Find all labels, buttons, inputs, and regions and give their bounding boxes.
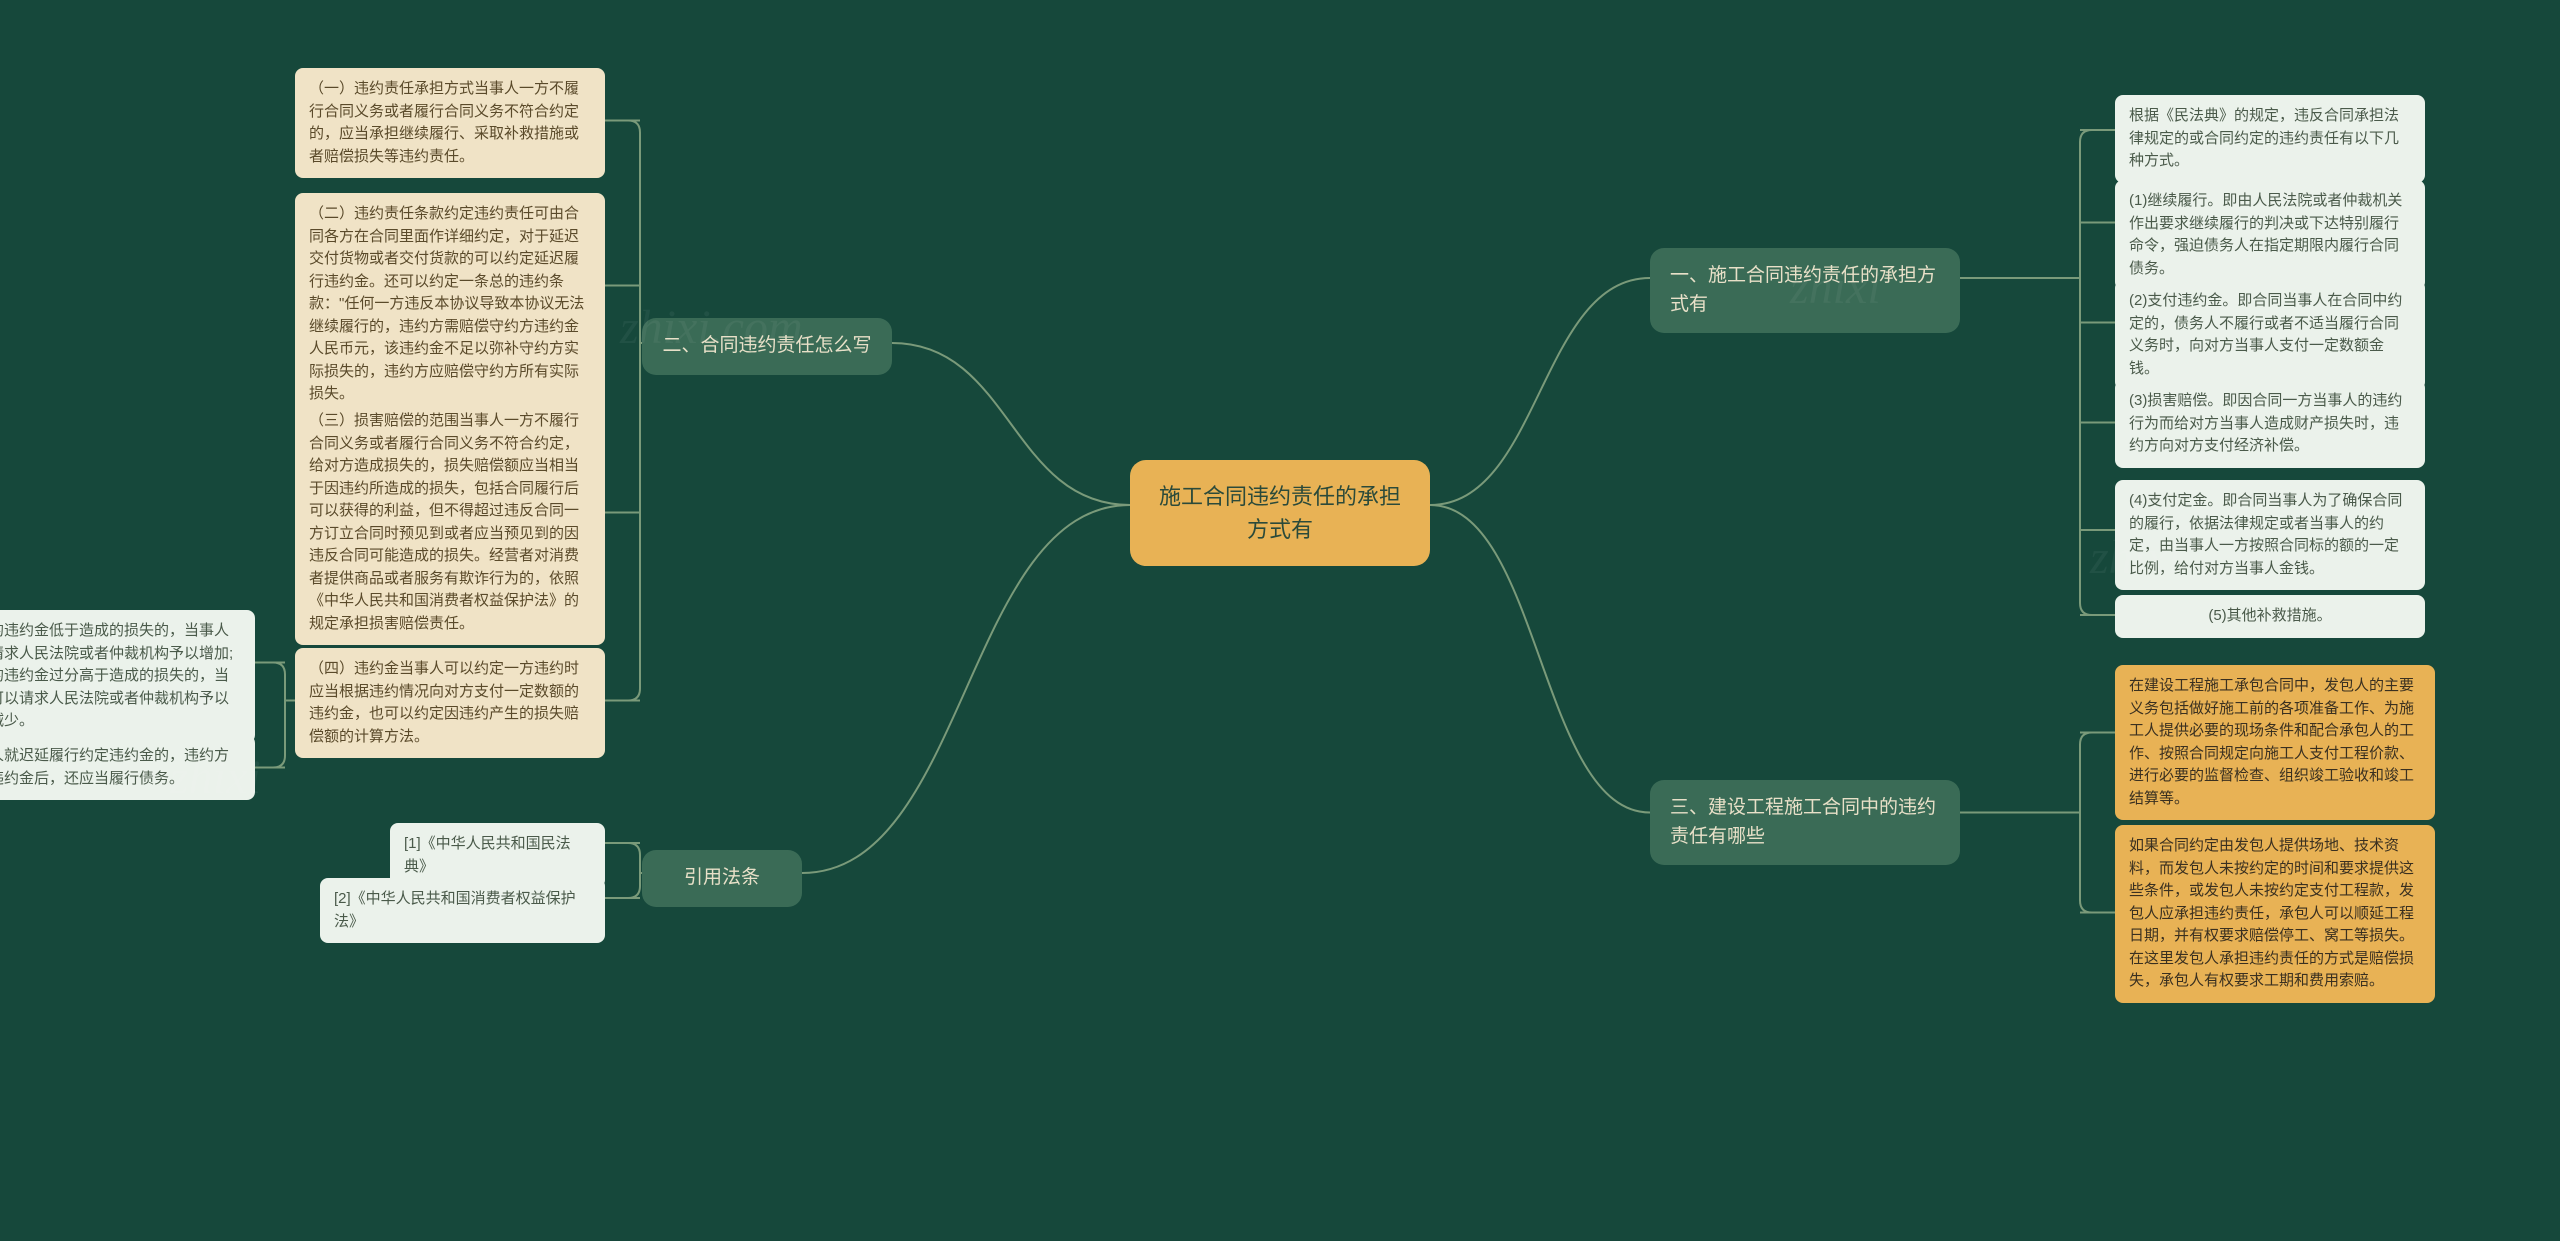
leaf: (4)支付定金。即合同当事人为了确保合同的履行，依据法律规定或者当事人的约定，由…: [2115, 480, 2425, 590]
leaf: （四）违约金当事人可以约定一方违约时应当根据违约情况向对方支付一定数额的违约金，…: [295, 648, 605, 758]
leaf: （一）违约责任承担方式当事人一方不履行合同义务或者履行合同义务不符合约定的，应当…: [295, 68, 605, 178]
branch-b1: 一、施工合同违约责任的承担方式有: [1650, 248, 1960, 333]
leaf: （二）违约责任条款约定违约责任可由合同各方在合同里面作详细约定，对于延迟交付货物…: [295, 193, 605, 416]
branch-b2: 二、合同违约责任怎么写: [642, 318, 892, 375]
leaf: 如果合同约定由发包人提供场地、技术资料，而发包人未按约定的时间和要求提供这些条件…: [2115, 825, 2435, 1003]
leaf: [2]《中华人民共和国消费者权益保护法》: [320, 878, 605, 943]
leaf: (3)损害赔偿。即因合同一方当事人的违约行为而给对方当事人造成财产损失时，违约方…: [2115, 380, 2425, 468]
leaf: 根据《民法典》的规定，违反合同承担法律规定的或合同约定的违约责任有以下几种方式。: [2115, 95, 2425, 183]
leaf: (1)继续履行。即由人民法院或者仲裁机关作出要求继续履行的判决或下达特别履行命令…: [2115, 180, 2425, 290]
leaf: 在建设工程施工承包合同中，发包人的主要义务包括做好施工前的各项准备工作、为施工人…: [2115, 665, 2435, 820]
leaf: 约定的违约金低于造成的损失的，当事人可以请求人民法院或者仲裁机构予以增加;约定的…: [0, 610, 255, 743]
leaf: 当事人就迟延履行约定违约金的，违约方支付违约金后，还应当履行债务。: [0, 735, 255, 800]
branch-b3: 三、建设工程施工合同中的违约责任有哪些: [1650, 780, 1960, 865]
leaf: (2)支付违约金。即合同当事人在合同中约定的，债务人不履行或者不适当履行合同义务…: [2115, 280, 2425, 390]
leaf: （三）损害赔偿的范围当事人一方不履行合同义务或者履行合同义务不符合约定，给对方造…: [295, 400, 605, 645]
branch-b4: 引用法条: [642, 850, 802, 907]
center-topic: 施工合同违约责任的承担方式有: [1130, 460, 1430, 566]
leaf: (5)其他补救措施。: [2115, 595, 2425, 638]
